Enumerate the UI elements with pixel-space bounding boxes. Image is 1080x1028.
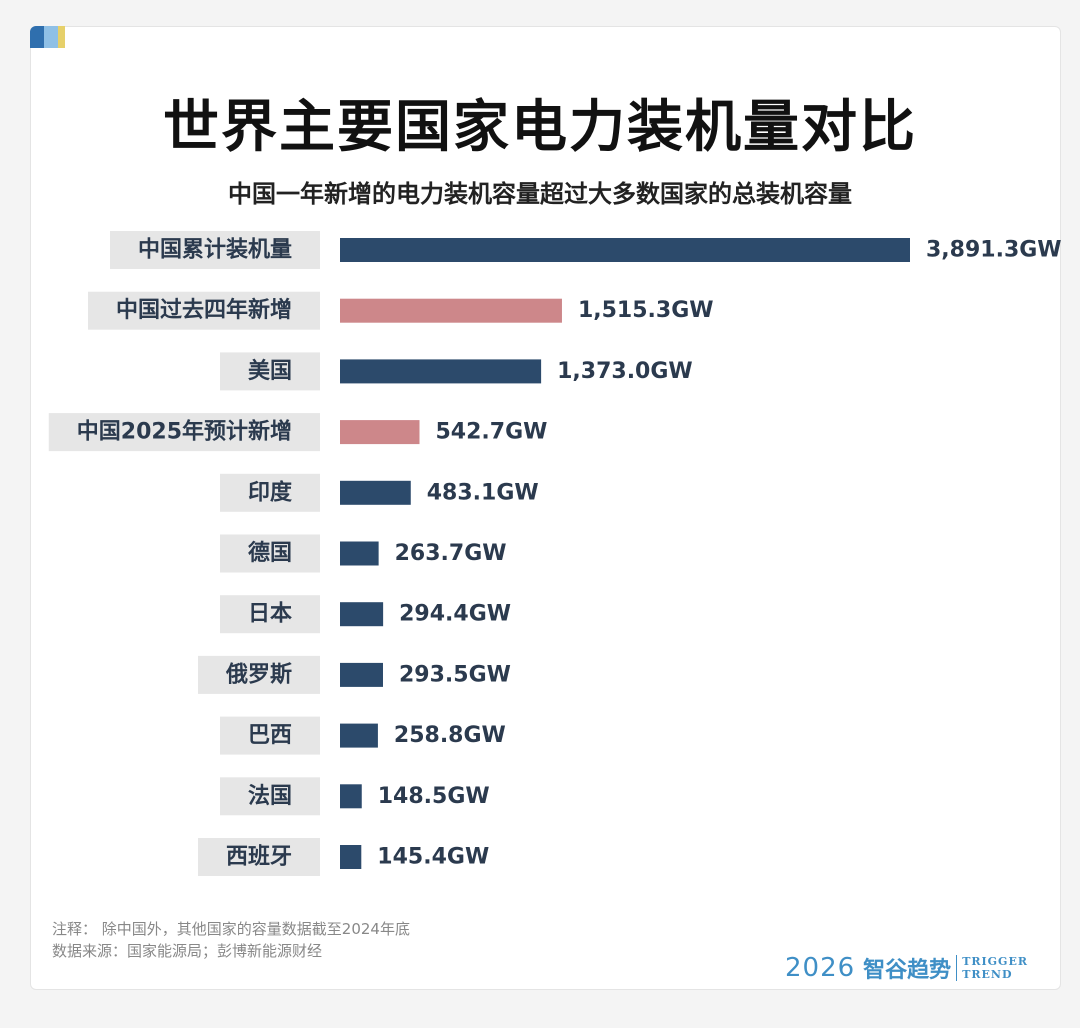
category-label-background — [219, 534, 320, 573]
category-label: 德国 — [248, 540, 292, 566]
bar — [340, 298, 562, 323]
chart-card — [30, 26, 1061, 990]
bar — [340, 420, 420, 445]
bar — [340, 662, 383, 687]
category-label: 中国累计装机量 — [138, 238, 292, 263]
category-label: 法国 — [248, 784, 292, 809]
bar — [340, 845, 362, 869]
value-label: 1,373.0GW — [557, 359, 693, 384]
bar — [340, 541, 379, 566]
brand-logo: 2026 智谷趋势 TRIGGER TREND — [785, 950, 1028, 986]
bar — [340, 723, 378, 748]
brand-name-en-line1: TRIGGER — [962, 955, 1028, 968]
bar — [340, 238, 910, 262]
bar — [340, 784, 362, 809]
category-label: 俄罗斯 — [225, 661, 292, 687]
category-label-background — [197, 838, 320, 876]
category-label: 美国 — [248, 358, 292, 384]
bar — [340, 480, 411, 505]
brand-year: 2026 — [785, 953, 856, 983]
category-label-background — [219, 716, 320, 755]
bar — [340, 602, 384, 627]
category-label: 中国过去四年新增 — [116, 297, 292, 323]
category-label-background — [219, 473, 320, 512]
value-label: 1,515.3GW — [578, 298, 714, 323]
category-label-background — [219, 352, 320, 391]
brand-name-cn: 智谷趋势 — [863, 957, 952, 983]
corner-tab-blue — [30, 26, 44, 48]
bar — [340, 359, 542, 384]
category-label-background — [219, 777, 320, 816]
value-label: 293.5GW — [399, 662, 511, 687]
corner-tab-lightblue — [44, 26, 58, 48]
category-label-background — [219, 595, 320, 634]
corner-color-tabs — [30, 26, 66, 48]
category-label-background — [109, 231, 320, 269]
value-label: 294.4GW — [399, 602, 511, 627]
value-label: 542.7GW — [435, 420, 547, 445]
brand-name-en-line2: TREND — [962, 968, 1013, 981]
chart-subtitle: 中国一年新增的电力装机容量超过大多数国家的总装机容量 — [228, 180, 852, 208]
corner-tab-yellow — [58, 26, 65, 48]
brand-name-en: TRIGGER TREND — [962, 955, 1028, 981]
chart-title: 世界主要国家电力装机量对比 — [163, 95, 917, 160]
value-label: 483.1GW — [427, 480, 539, 505]
category-label: 日本 — [248, 602, 292, 627]
value-label: 3,891.3GW — [926, 238, 1062, 263]
value-label: 148.5GW — [378, 784, 490, 809]
category-label: 巴西 — [248, 723, 292, 748]
data-source: 数据来源：国家能源局；彭博新能源财经 — [52, 942, 323, 960]
value-label: 258.8GW — [394, 723, 506, 748]
category-label-background — [48, 413, 320, 452]
category-label: 印度 — [248, 479, 293, 505]
notes: 注释： 除中国外，其他国家的容量数据截至2024年底 数据来源：国家能源局；彭博… — [52, 918, 410, 962]
category-label-background — [87, 291, 320, 330]
footnote: 注释： 除中国外，其他国家的容量数据截至2024年底 — [52, 920, 410, 938]
category-label: 西班牙 — [226, 845, 292, 870]
value-label: 263.7GW — [395, 541, 507, 566]
value-label: 145.4GW — [377, 845, 489, 870]
category-label-background — [197, 655, 320, 694]
category-label: 中国2025年预计新增 — [77, 419, 292, 445]
brand-divider — [956, 955, 958, 981]
